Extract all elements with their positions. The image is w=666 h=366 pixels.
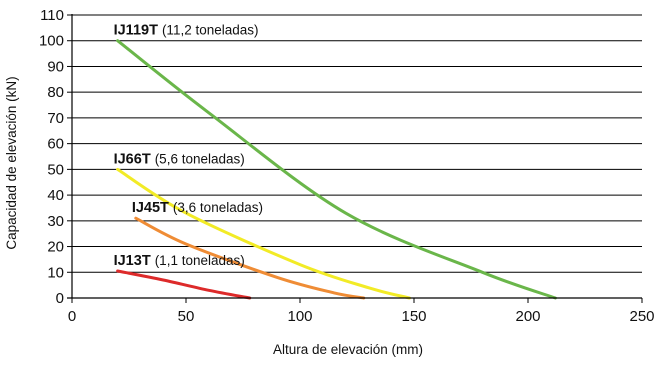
- x-tick-label-0: 0: [68, 308, 76, 325]
- series-line-ij45t: [134, 216, 366, 300]
- series-name: IJ66T: [114, 151, 151, 167]
- series-line-ij119t: [116, 39, 557, 300]
- series-name: IJ45T: [132, 200, 169, 216]
- x-tick-label-100: 100: [287, 308, 312, 325]
- y-tick-label-0: 0: [56, 290, 64, 307]
- series-line-ij13t: [116, 269, 252, 300]
- y-tick-label-30: 30: [47, 213, 64, 230]
- y-tick-label-20: 20: [47, 239, 64, 256]
- y-tick-label-10: 10: [47, 264, 64, 281]
- series-label-ij13t: IJ13T (1,1 toneladas): [114, 253, 245, 269]
- x-tick-label-150: 150: [401, 308, 426, 325]
- series-note: (3,6 toneladas): [173, 200, 263, 215]
- x-tick-label-250: 250: [629, 308, 654, 325]
- axis-layer: 0 10 20 30 40 50 60 70 80 90 100 110 0 50 100 150 200 250: [39, 7, 655, 325]
- y-axis-title: Capacidad de elevación (kN): [4, 76, 19, 249]
- y-tick-label-50: 50: [47, 161, 64, 178]
- series-note: (1,1 toneladas): [155, 253, 245, 268]
- x-axis-title: Altura de elevación (mm): [273, 342, 423, 357]
- series-name: IJ13T: [114, 253, 151, 269]
- label-layer: IJ119T (11,2 toneladas) IJ66T (5,6 tonelada…: [114, 23, 263, 269]
- x-tick-label-50: 50: [178, 308, 195, 325]
- series-name: IJ119T: [114, 23, 158, 39]
- y-tick-label-80: 80: [47, 84, 64, 101]
- series-label-ij45t: IJ45T (3,6 toneladas): [132, 200, 263, 216]
- series-label-ij66t: IJ66T (5,6 toneladas): [114, 151, 245, 167]
- grid-layer: [72, 14, 642, 273]
- y-tick-label-110: 110: [40, 7, 64, 24]
- y-tick-label-90: 90: [47, 58, 64, 75]
- series-note: (11,2 toneladas): [162, 23, 259, 38]
- series-line-ij66t: [116, 167, 411, 300]
- y-tick-label-60: 60: [47, 136, 64, 153]
- x-tick-label-200: 200: [515, 308, 540, 325]
- series-label-ij119t: IJ119T (11,2 toneladas): [114, 23, 259, 39]
- y-tick-label-40: 40: [47, 187, 64, 204]
- series-note: (5,6 toneladas): [155, 151, 245, 166]
- y-tick-label-70: 70: [47, 110, 64, 127]
- y-tick-label-100: 100: [39, 33, 64, 50]
- series-layer: [116, 39, 557, 300]
